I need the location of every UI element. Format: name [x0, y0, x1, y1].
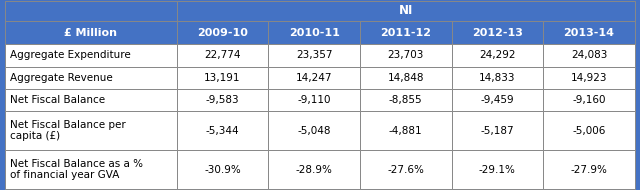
Text: -5,048: -5,048	[298, 126, 331, 136]
Text: 2012-13: 2012-13	[472, 28, 523, 38]
Bar	[360, 44, 452, 67]
Bar	[5, 89, 177, 111]
Text: 2009-10: 2009-10	[197, 28, 248, 38]
Bar	[452, 111, 543, 150]
Bar	[452, 44, 543, 67]
Text: Aggregate Expenditure: Aggregate Expenditure	[10, 51, 131, 60]
Bar	[268, 21, 360, 44]
Text: -29.1%: -29.1%	[479, 165, 516, 175]
Bar	[360, 67, 452, 89]
Bar	[360, 111, 452, 150]
Text: 2013-14: 2013-14	[564, 28, 614, 38]
Text: NI: NI	[399, 5, 413, 17]
Bar	[543, 89, 635, 111]
Text: -5,187: -5,187	[481, 126, 514, 136]
Bar	[177, 89, 268, 111]
Text: -27.6%: -27.6%	[387, 165, 424, 175]
Text: 14,848: 14,848	[387, 73, 424, 83]
Text: -27.9%: -27.9%	[571, 165, 607, 175]
Text: Aggregate Revenue: Aggregate Revenue	[10, 73, 113, 83]
Text: -9,110: -9,110	[298, 95, 331, 105]
Bar	[452, 150, 543, 189]
Bar	[5, 1, 177, 21]
Text: 23,357: 23,357	[296, 51, 332, 60]
Text: -4,881: -4,881	[389, 126, 422, 136]
Text: Net Fiscal Balance as a %
of financial year GVA: Net Fiscal Balance as a % of financial y…	[10, 159, 143, 180]
Bar	[543, 44, 635, 67]
Bar	[5, 111, 177, 150]
Bar	[543, 111, 635, 150]
Text: Net Fiscal Balance per
capita (£): Net Fiscal Balance per capita (£)	[10, 120, 126, 141]
Bar	[177, 150, 268, 189]
Bar	[268, 111, 360, 150]
Bar	[268, 150, 360, 189]
Bar	[177, 67, 268, 89]
Bar	[177, 1, 635, 21]
Bar	[452, 21, 543, 44]
Bar	[543, 67, 635, 89]
Text: Net Fiscal Balance: Net Fiscal Balance	[10, 95, 106, 105]
Bar	[5, 21, 177, 44]
Text: 14,923: 14,923	[571, 73, 607, 83]
Bar	[177, 44, 268, 67]
Text: 23,703: 23,703	[388, 51, 424, 60]
Bar	[360, 150, 452, 189]
Bar	[452, 89, 543, 111]
Text: -5,006: -5,006	[572, 126, 605, 136]
Bar	[5, 67, 177, 89]
Text: -9,583: -9,583	[205, 95, 239, 105]
Text: 2010-11: 2010-11	[289, 28, 340, 38]
Bar	[177, 21, 268, 44]
Text: -8,855: -8,855	[389, 95, 422, 105]
Text: £ Million: £ Million	[65, 28, 117, 38]
Bar	[452, 67, 543, 89]
Bar	[5, 44, 177, 67]
Bar	[268, 67, 360, 89]
Bar	[268, 44, 360, 67]
Bar	[360, 89, 452, 111]
Bar	[177, 111, 268, 150]
Text: -9,160: -9,160	[572, 95, 606, 105]
Text: 22,774: 22,774	[204, 51, 241, 60]
Text: 24,083: 24,083	[571, 51, 607, 60]
Text: -30.9%: -30.9%	[204, 165, 241, 175]
Bar	[268, 89, 360, 111]
Bar	[543, 21, 635, 44]
Text: 13,191: 13,191	[204, 73, 241, 83]
Bar	[5, 150, 177, 189]
Text: 24,292: 24,292	[479, 51, 516, 60]
Text: -28.9%: -28.9%	[296, 165, 333, 175]
Text: 2011-12: 2011-12	[380, 28, 431, 38]
Text: 14,833: 14,833	[479, 73, 516, 83]
Bar	[360, 21, 452, 44]
Text: -5,344: -5,344	[205, 126, 239, 136]
Text: -9,459: -9,459	[481, 95, 514, 105]
Bar	[543, 150, 635, 189]
Text: 14,247: 14,247	[296, 73, 332, 83]
